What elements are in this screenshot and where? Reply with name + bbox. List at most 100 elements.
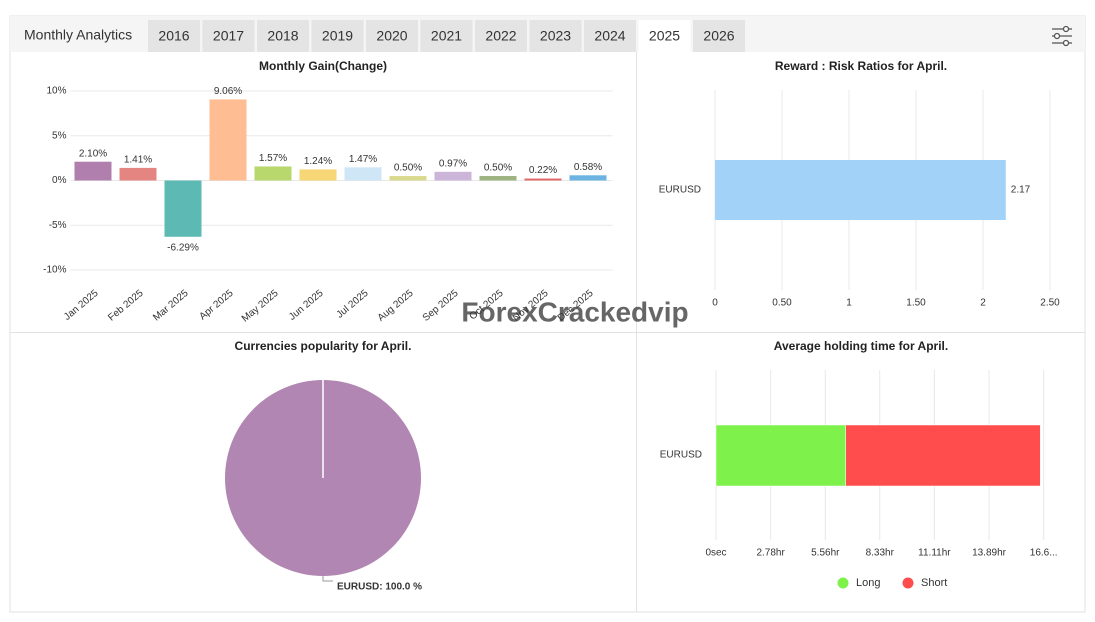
chart-title: Average holding time for April.	[774, 339, 948, 353]
tab-label: 2020	[376, 28, 407, 44]
tabs: 2016 2017 2018 2019 2020 2021 2022 2023 2024 2025…	[148, 20, 745, 52]
legend-item[interactable]: Short	[902, 577, 948, 589]
x-tick-label: 11.11hr	[918, 548, 951, 559]
tab[interactable]: 2022	[475, 20, 527, 52]
data-label: 0.58%	[574, 162, 602, 173]
y-tick-label: -10%	[43, 265, 66, 276]
legend-item[interactable]: Long	[837, 577, 881, 589]
bar	[209, 99, 247, 181]
x-tick-label: 5.56hr	[811, 548, 840, 559]
data-label: 0.50%	[484, 163, 512, 174]
y-tick-label: 5%	[52, 130, 67, 141]
tab-label: 2018	[267, 28, 298, 44]
legend-swatch	[837, 577, 849, 589]
bar	[299, 169, 337, 181]
tab-background	[148, 20, 200, 52]
tab-background	[311, 20, 364, 52]
x-tick-label: 0sec	[705, 548, 726, 559]
bar	[434, 171, 472, 181]
bar	[74, 161, 112, 181]
x-tick-label: 1	[846, 298, 852, 309]
tab-label: 2019	[322, 28, 353, 44]
chart-title: Reward : Risk Ratios for April.	[775, 59, 947, 73]
data-label: 0.97%	[439, 158, 467, 169]
panel	[9, 15, 1086, 613]
tab[interactable]: 2020	[366, 20, 418, 52]
bar	[715, 160, 1006, 220]
y-tick-label: EURUSD	[659, 185, 701, 196]
bar	[479, 176, 517, 181]
y-tick-label: EURUSD	[660, 450, 702, 461]
legend-label: Long	[856, 577, 880, 589]
data-label: -6.29%	[167, 242, 199, 253]
x-tick-label: 2.78hr	[756, 548, 785, 559]
x-tick-label: 1.50	[906, 298, 926, 309]
tab-background	[475, 20, 527, 52]
tab-background	[584, 20, 636, 52]
data-label: 2.10%	[79, 148, 107, 159]
data-label: 9.06%	[214, 86, 242, 97]
tab-label: 2026	[703, 28, 734, 44]
legend-label: Short	[921, 577, 947, 589]
x-tick-label: 2.50	[1040, 298, 1060, 309]
chart: Currencies popularity for April. EURUSD: …	[225, 339, 422, 593]
x-tick-label: 13.89hr	[972, 548, 1007, 559]
tab[interactable]: 2025	[638, 20, 691, 52]
bar-segment	[845, 424, 1041, 487]
y-tick-label: 10%	[46, 86, 66, 97]
data-label: 0.22%	[529, 165, 557, 176]
bar	[164, 180, 202, 237]
tab[interactable]: 2017	[202, 20, 255, 52]
x-tick-label: 8.33hr	[866, 548, 895, 559]
bar	[389, 176, 427, 181]
data-label: 1.41%	[124, 155, 152, 166]
bar	[344, 167, 382, 181]
data-label: EURUSD: 100.0 %	[337, 582, 422, 593]
data-label: 1.47%	[349, 154, 377, 165]
tab[interactable]: 2024	[584, 20, 636, 52]
tab-label: 2024	[594, 28, 625, 44]
tab-background	[420, 20, 473, 52]
tab-label: 2022	[485, 28, 516, 44]
tab-background	[366, 20, 418, 52]
chart: Average holding time for April. 0sec 2.78h…	[660, 339, 1058, 589]
header-title: Monthly Analytics	[24, 27, 132, 43]
data-label: 1.24%	[304, 156, 332, 167]
settings-icon[interactable]	[1052, 25, 1072, 47]
tab-label: 2025	[649, 28, 680, 44]
bar	[569, 175, 607, 181]
tab-background	[693, 20, 745, 52]
tab[interactable]: 2019	[311, 20, 364, 52]
tab[interactable]: 2018	[257, 20, 309, 52]
tab-background	[638, 20, 691, 52]
chart: Reward : Risk Ratios for April. 0 0.50 1 1.5…	[659, 59, 1060, 308]
bar	[254, 166, 292, 181]
data-label: 1.57%	[259, 153, 287, 164]
y-tick-label: 0%	[52, 175, 67, 186]
bar-segment	[715, 424, 846, 487]
tab[interactable]: 2023	[529, 20, 582, 52]
x-tick-label: 0	[712, 298, 718, 309]
tab-background	[202, 20, 255, 52]
tab-label: 2023	[540, 28, 571, 44]
legend-swatch	[902, 577, 914, 589]
watermark: ForexCrackedvip	[461, 296, 688, 327]
tab[interactable]: 2021	[420, 20, 473, 52]
x-tick-label: 16.6...	[1030, 548, 1058, 559]
data-label: 2.17	[1011, 185, 1031, 196]
tab-label: 2016	[158, 28, 189, 44]
chart-title: Currencies popularity for April.	[235, 339, 412, 353]
bar	[119, 167, 157, 181]
x-tick-label: 0.50	[772, 298, 792, 309]
data-label: 0.50%	[394, 163, 422, 174]
tab-background	[529, 20, 582, 52]
chart-title: Monthly Gain(Change)	[259, 59, 387, 73]
y-tick-label: -5%	[49, 220, 67, 231]
tab-background	[257, 20, 309, 52]
bar	[524, 178, 562, 181]
tab[interactable]: 2016	[148, 20, 200, 52]
tab[interactable]: 2026	[693, 20, 745, 52]
label-leader	[322, 576, 333, 582]
